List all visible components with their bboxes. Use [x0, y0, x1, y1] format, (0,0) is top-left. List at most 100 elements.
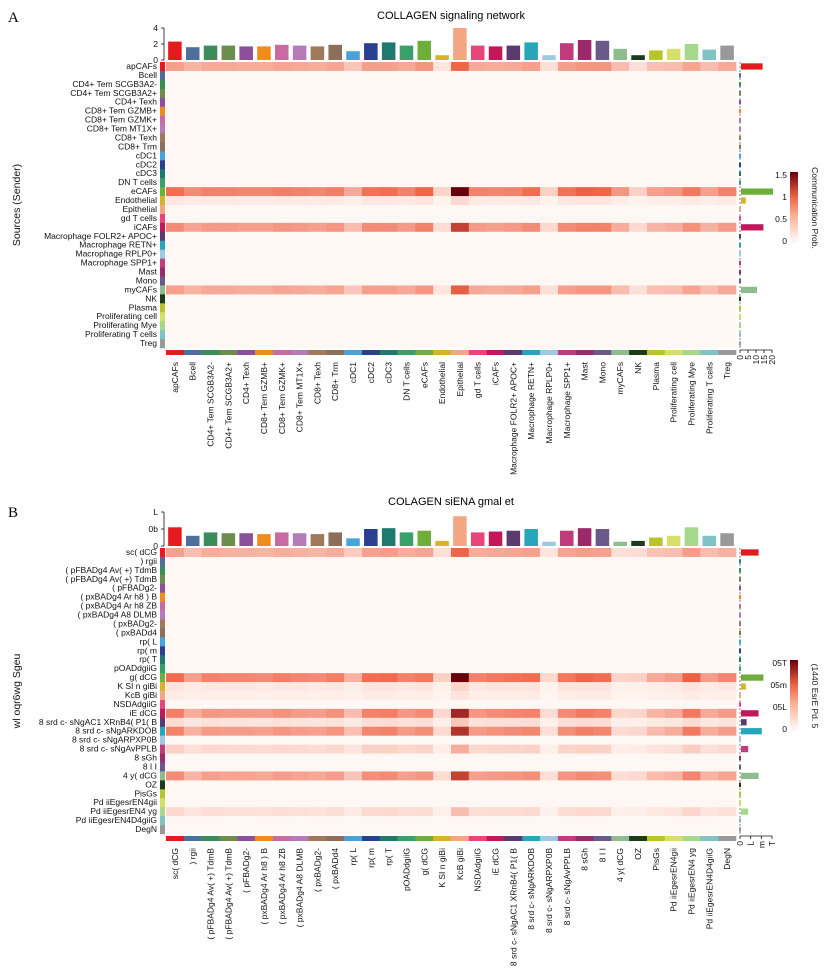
heat-cell	[468, 303, 488, 313]
heat-cell	[237, 574, 256, 585]
heat-cell	[468, 258, 488, 268]
col-color-strip	[237, 836, 256, 841]
heat-cell	[326, 178, 345, 188]
heat-cell	[397, 231, 416, 242]
heat-cell	[451, 124, 470, 134]
row-label: ( pxBADg4 A8 DLMB	[78, 610, 158, 620]
heat-cell	[468, 205, 488, 215]
heat-cell	[611, 610, 630, 620]
heat-cell	[682, 601, 701, 611]
row-label: OZ	[145, 779, 157, 789]
heat-cell	[379, 205, 398, 215]
heat-cell	[718, 556, 737, 567]
heat-cell	[611, 285, 630, 295]
right-bar-stub	[739, 82, 741, 87]
heat-cell	[522, 610, 541, 620]
heat-cell	[700, 610, 719, 620]
top-bar	[702, 49, 717, 60]
heat-cell	[664, 330, 683, 340]
row-label: iCAFs	[134, 222, 157, 232]
heat-cell	[255, 753, 274, 763]
heat-cell	[468, 312, 488, 322]
heat-cell	[183, 142, 203, 152]
heat-cell	[575, 646, 594, 656]
col-color-strip	[682, 836, 701, 841]
heat-cell	[540, 691, 559, 701]
heat-cell	[486, 115, 505, 125]
heat-cell	[593, 726, 612, 737]
heat-cell	[183, 655, 203, 665]
heat-cell	[219, 339, 238, 349]
heat-cell	[593, 717, 612, 728]
colorbar-tick-label: 1.5	[775, 170, 787, 180]
heat-cell	[272, 222, 292, 233]
heat-cell	[166, 258, 185, 268]
heat-cell	[664, 744, 683, 754]
heat-cell	[629, 339, 648, 349]
heat-cell	[415, 583, 434, 594]
heat-cell	[522, 62, 541, 72]
heat-cell	[486, 825, 505, 835]
heat-cell	[682, 294, 701, 304]
heat-cell	[593, 798, 612, 808]
heat-cell	[451, 115, 470, 125]
heat-cell	[700, 807, 719, 817]
heat-cell	[522, 744, 541, 754]
heat-cell	[575, 816, 594, 826]
row-label: pOADdgiiG	[114, 663, 157, 673]
heat-cell	[237, 205, 256, 215]
heat-cell	[593, 637, 612, 647]
right-bar-stub	[739, 594, 741, 600]
heat-cell	[664, 825, 683, 835]
heat-cell	[540, 249, 559, 260]
heat-cell	[290, 717, 309, 728]
top-bar	[613, 541, 627, 546]
heat-cell	[629, 762, 648, 772]
heat-cell	[575, 142, 594, 152]
heat-cell	[326, 142, 345, 152]
heat-cell	[629, 70, 648, 81]
heat-cell	[201, 780, 220, 790]
heat-cell	[664, 205, 683, 215]
heat-cell	[433, 330, 452, 340]
heat-cell	[593, 646, 612, 656]
heat-cell	[344, 62, 363, 72]
heat-cell	[308, 115, 327, 125]
heat-cell	[718, 646, 737, 656]
heat-cell	[415, 646, 434, 656]
heat-cell	[237, 646, 256, 656]
heat-cell	[255, 249, 274, 260]
column-label: iCAFs	[491, 362, 501, 385]
top-bar	[542, 541, 556, 546]
heat-cell	[237, 637, 256, 647]
heat-cell	[237, 717, 256, 728]
heat-cell	[646, 303, 666, 313]
heat-cell	[255, 294, 274, 304]
right-bar	[741, 286, 757, 294]
heat-cell	[664, 88, 683, 99]
heat-cell	[504, 196, 523, 206]
right-bar	[741, 719, 747, 726]
col-color-strip	[397, 350, 416, 355]
y-axis-label: wl oqr6wg Sgeu	[11, 653, 23, 729]
heat-cell	[629, 106, 648, 117]
heat-cell	[646, 106, 666, 117]
heat-cell	[344, 196, 363, 206]
heat-cell	[290, 610, 309, 620]
heat-cell	[433, 708, 452, 719]
heat-cell	[219, 276, 238, 286]
row-color-strip	[160, 339, 165, 349]
heat-cell	[219, 124, 238, 134]
heat-cell	[219, 673, 238, 683]
heat-cell	[575, 789, 594, 799]
heat-cell	[504, 294, 523, 304]
heat-cell	[166, 548, 185, 558]
heat-cell	[219, 798, 238, 808]
heat-cell	[451, 151, 470, 161]
heat-cell	[237, 187, 256, 197]
heat-cell	[433, 717, 452, 728]
heat-cell	[308, 619, 327, 629]
right-bar-stub	[739, 621, 741, 627]
heat-cell	[486, 330, 505, 340]
heat-cell	[272, 565, 292, 576]
